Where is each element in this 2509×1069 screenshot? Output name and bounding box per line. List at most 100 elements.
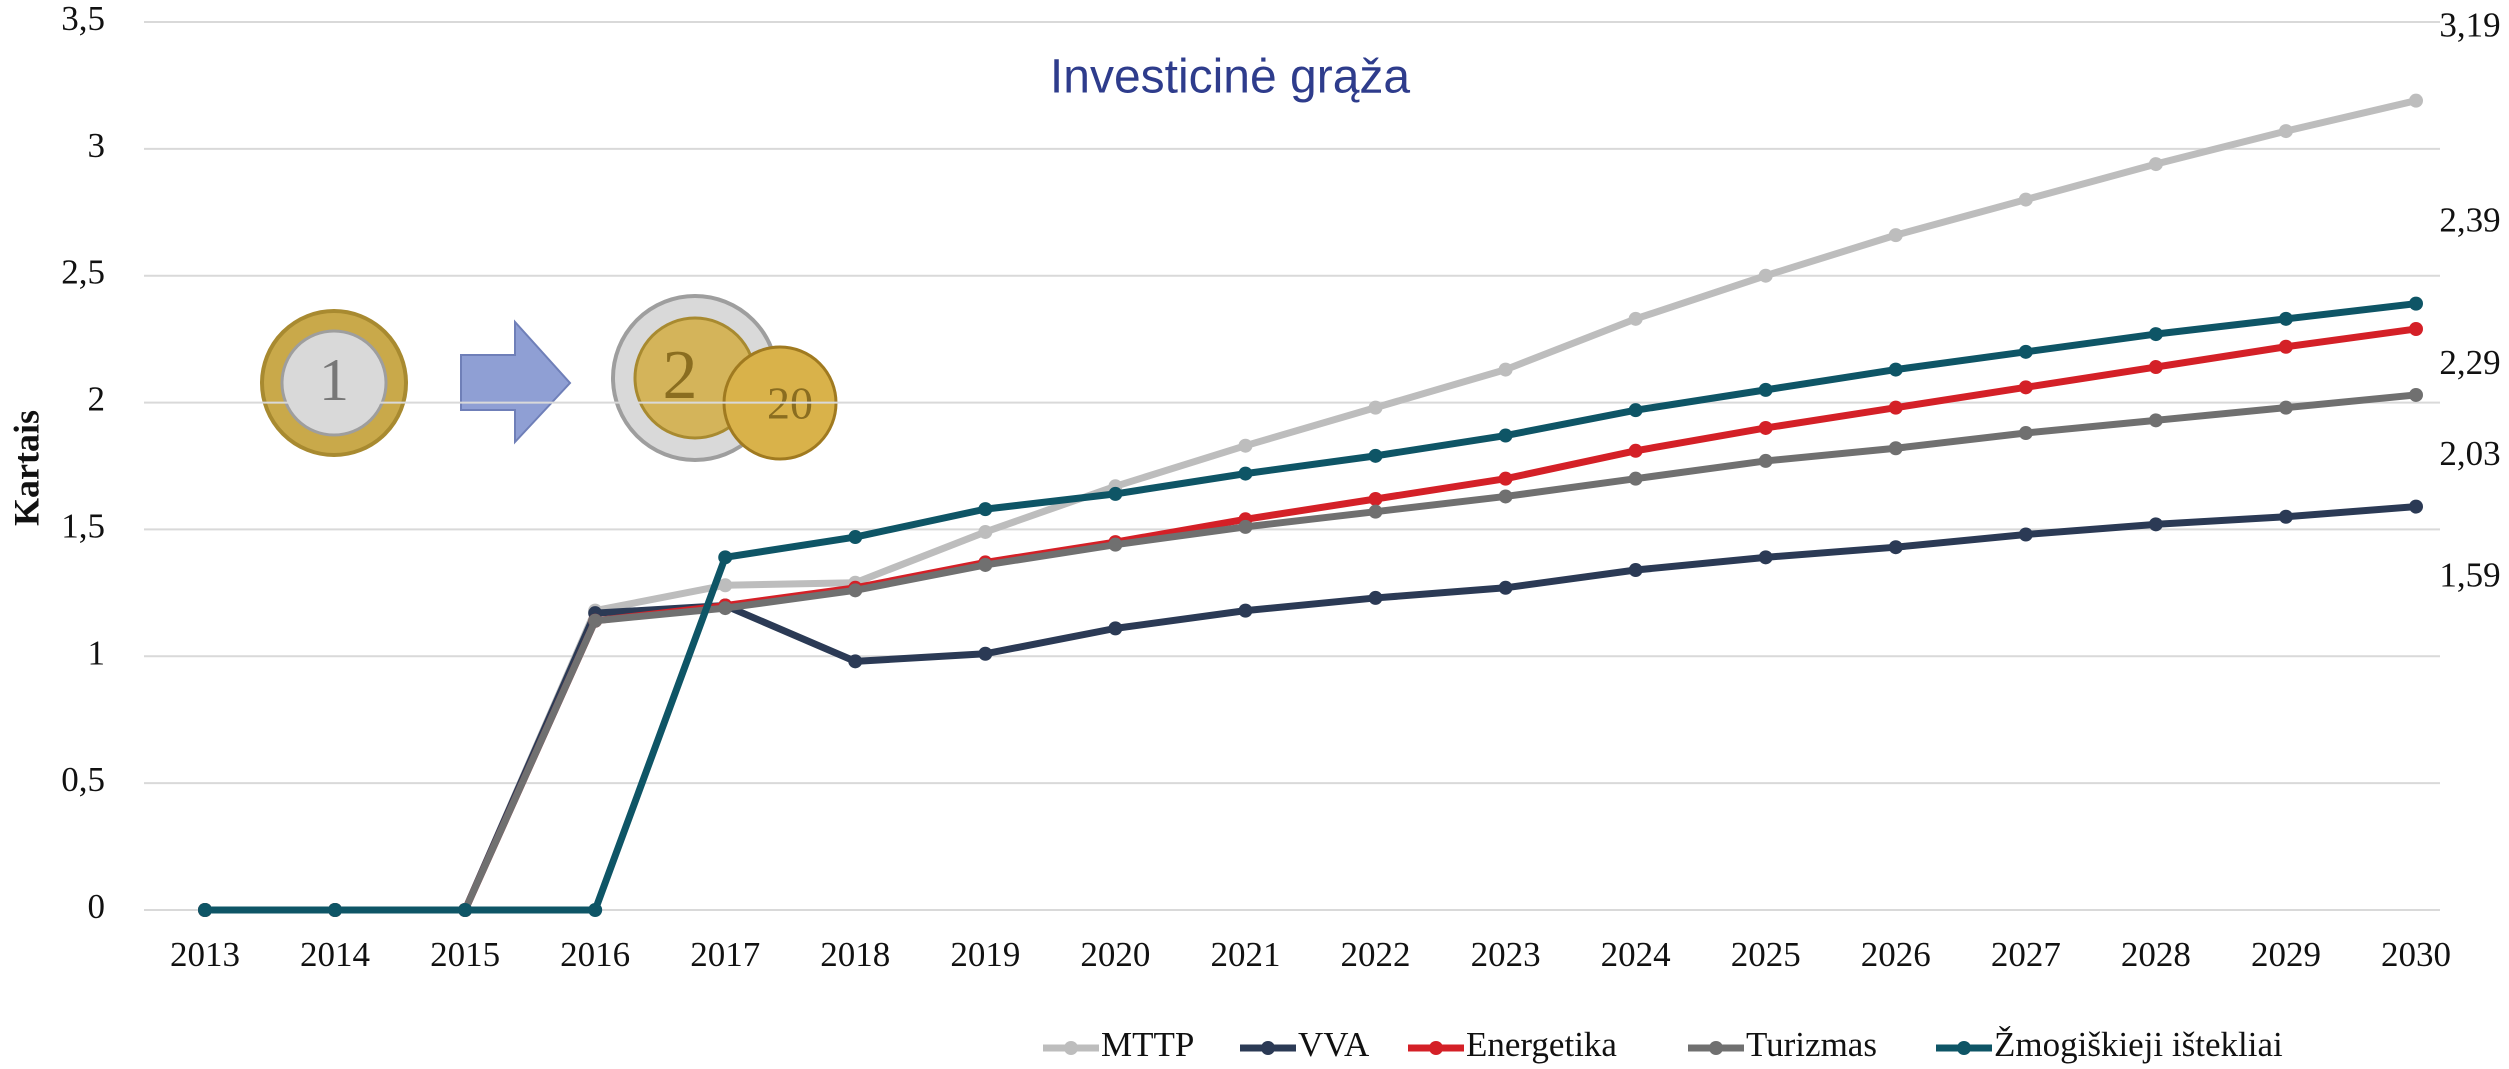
data-point — [2409, 93, 2423, 108]
data-point — [458, 903, 473, 917]
data-point — [848, 654, 863, 669]
data-point — [2148, 517, 2163, 532]
series-line — [205, 97, 2417, 914]
data-point — [2409, 499, 2423, 514]
y-axis-label: Kartais — [6, 410, 46, 526]
data-point — [978, 524, 993, 539]
legend-marker — [1709, 1041, 1723, 1055]
data-point — [978, 646, 993, 661]
series-line — [205, 503, 2417, 914]
data-point — [588, 903, 603, 917]
legend-marker — [1064, 1041, 1078, 1055]
data-point — [2278, 339, 2293, 354]
x-tick-label: 2026 — [1861, 935, 1931, 974]
data-point — [2018, 426, 2033, 441]
data-point — [1498, 489, 1513, 504]
x-tick-label: 2025 — [1731, 935, 1801, 974]
legend-marker — [1957, 1041, 1971, 1055]
y-tick-label: 2,5 — [61, 253, 105, 292]
x-tick-label: 2014 — [300, 935, 370, 974]
data-point — [848, 530, 863, 545]
data-point — [718, 601, 733, 616]
data-point — [978, 502, 993, 517]
x-tick-label: 2024 — [1601, 935, 1671, 974]
x-tick-label: 2018 — [820, 935, 890, 974]
y-tick-label: 1 — [88, 633, 106, 672]
data-point — [2148, 360, 2163, 375]
x-tick-label: 2017 — [690, 935, 760, 974]
data-point — [1758, 268, 1773, 283]
data-point — [2148, 413, 2163, 428]
data-point — [1498, 362, 1513, 377]
legend-label: VVA — [1298, 1025, 1370, 1064]
legend-label: Turizmas — [1746, 1025, 1877, 1064]
data-point — [1888, 228, 1903, 243]
data-point — [2278, 311, 2293, 326]
data-point — [1888, 540, 1903, 555]
data-point — [1498, 471, 1513, 486]
data-point — [1108, 486, 1123, 501]
data-point — [1628, 471, 1643, 486]
data-point — [978, 557, 993, 572]
y-tick-label: 3,5 — [61, 0, 105, 38]
x-tick-label: 2019 — [950, 935, 1020, 974]
x-tick-label: 2023 — [1471, 935, 1541, 974]
data-point — [2018, 192, 2033, 207]
x-tick-label: 2027 — [1991, 935, 2061, 974]
data-point — [1108, 537, 1123, 552]
x-tick-label: 2016 — [560, 935, 630, 974]
data-point — [1498, 580, 1513, 595]
x-tick-label: 2020 — [1080, 935, 1150, 974]
data-point — [2018, 527, 2033, 542]
legend-label: Žmogiškieji ištekliai — [1994, 1025, 2283, 1064]
data-point — [1758, 550, 1773, 565]
y-tick-label: 0 — [88, 887, 106, 926]
legend-item: Energetika — [1408, 1025, 1617, 1064]
data-point — [328, 903, 343, 917]
legend-marker — [1261, 1041, 1275, 1055]
legend-label: Energetika — [1466, 1025, 1617, 1064]
data-point — [1888, 362, 1903, 377]
svg-text:2: 2 — [663, 337, 698, 414]
data-point — [1888, 441, 1903, 456]
x-tick-label: 2015 — [430, 935, 500, 974]
legend-item: Turizmas — [1688, 1025, 1877, 1064]
data-point — [1238, 519, 1253, 534]
data-point — [2018, 344, 2033, 359]
value-label: 2,03 — [2439, 434, 2500, 473]
legend-item: MTTP — [1043, 1025, 1194, 1064]
data-point — [1628, 403, 1643, 418]
data-point — [2409, 296, 2423, 311]
data-point — [198, 903, 212, 917]
legend-item: VVA — [1240, 1025, 1370, 1064]
legend-item: Žmogiškieji ištekliai — [1936, 1025, 2283, 1064]
y-tick-label: 3 — [88, 126, 106, 165]
data-point — [1888, 400, 1903, 415]
data-point — [1368, 590, 1383, 605]
data-point — [2409, 387, 2423, 402]
data-point — [2278, 124, 2293, 139]
data-point — [1108, 621, 1123, 636]
data-point — [718, 550, 733, 565]
value-label: 1,59 — [2439, 556, 2500, 595]
data-point — [1238, 466, 1253, 481]
data-point — [1368, 448, 1383, 463]
value-label: 2,39 — [2439, 201, 2500, 240]
data-point — [1238, 603, 1253, 618]
data-point — [1628, 563, 1643, 578]
data-point — [588, 613, 603, 628]
series-line — [205, 391, 2417, 914]
series-line — [205, 300, 2417, 914]
x-tick-label: 2013 — [170, 935, 240, 974]
value-label: 3,19 — [2439, 6, 2500, 45]
data-point — [1628, 443, 1643, 458]
data-point — [2278, 509, 2293, 524]
x-tick-label: 2021 — [1210, 935, 1280, 974]
value-label: 2,29 — [2439, 343, 2500, 382]
x-tick-label: 2028 — [2121, 935, 2191, 974]
legend-label: MTTP — [1101, 1025, 1194, 1064]
data-point — [1758, 420, 1773, 435]
x-tick-label: 2030 — [2381, 935, 2451, 974]
data-point — [2148, 157, 2163, 172]
